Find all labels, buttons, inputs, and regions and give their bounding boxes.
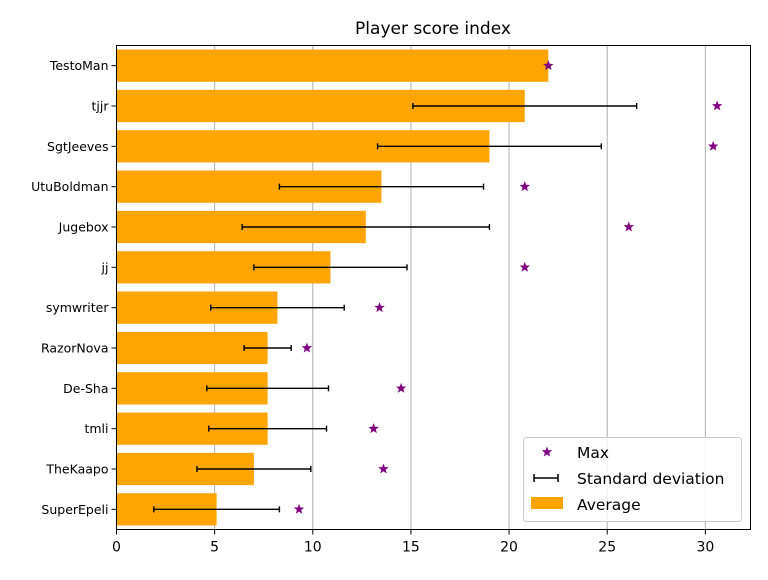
y-tick-label: RazorNova (41, 341, 108, 356)
y-axis: TestoMan tjjr SgtJeeves UtuBoldman Jugebox jj… (31, 58, 117, 517)
max-star-marker (301, 342, 313, 353)
chart-title: Player score index (355, 19, 511, 39)
max-star-marker (519, 181, 530, 192)
y-tick-label: UtuBoldman (31, 179, 108, 194)
legend-max-marker (541, 446, 553, 457)
x-tick-label: 0 (112, 540, 121, 556)
max-star-marker (293, 503, 305, 514)
error-bar (208, 425, 328, 432)
bars (116, 49, 549, 526)
error-bar (153, 506, 281, 513)
legend-box (523, 437, 742, 522)
bar-average (116, 331, 268, 365)
max-star-marker (707, 140, 719, 151)
grid-lines (214, 45, 706, 530)
error-bar (210, 304, 345, 311)
y-tick-label: De-Sha (63, 381, 108, 396)
error-bar (243, 345, 292, 351)
y-tick-label: tjjr (92, 99, 110, 114)
max-star-marker (623, 221, 635, 232)
error-bars (153, 103, 638, 513)
error-bar (206, 385, 330, 392)
x-tick-label: 10 (304, 540, 322, 556)
x-axis: 0 5 10 15 20 25 30 (112, 529, 714, 556)
max-star-marker (378, 463, 389, 474)
y-tick-label: jj (101, 260, 109, 275)
y-tick-label: SgtJeeves (47, 139, 108, 154)
max-star-marker (395, 382, 407, 393)
legend-label-std: Standard deviation (577, 470, 725, 488)
max-star-marker (711, 100, 723, 111)
x-tick-label: 25 (598, 540, 616, 556)
legend-average-swatch (531, 497, 563, 509)
x-tick-label: 20 (500, 540, 518, 556)
error-bar (278, 183, 485, 190)
error-bar (196, 466, 312, 472)
plot-frame (116, 45, 751, 530)
error-bar (376, 143, 603, 150)
max-star-marker (368, 423, 379, 434)
error-bar (241, 224, 491, 230)
error-bar (253, 264, 408, 271)
legend: Max Standard deviation Average (523, 437, 742, 522)
max-markers (293, 60, 723, 514)
y-tick-label: tmli (84, 421, 108, 436)
y-tick-label: symwriter (46, 300, 110, 315)
bar-average (116, 49, 549, 82)
legend-std-marker (533, 474, 559, 482)
y-tick-label: SuperEpeli (41, 502, 108, 517)
max-star-marker (543, 60, 554, 71)
max-star-marker (374, 302, 385, 313)
error-bar (412, 103, 638, 109)
legend-label-max: Max (577, 444, 609, 462)
x-tick-label: 5 (210, 540, 219, 556)
y-tick-label: TheKaapo (45, 462, 108, 477)
x-tick-label: 15 (402, 540, 420, 556)
max-star-marker (519, 261, 530, 272)
y-tick-label: Jugebox (58, 220, 109, 235)
legend-label-average: Average (577, 496, 641, 514)
y-tick-label: TestoMan (49, 58, 109, 73)
x-tick-label: 30 (696, 540, 714, 556)
